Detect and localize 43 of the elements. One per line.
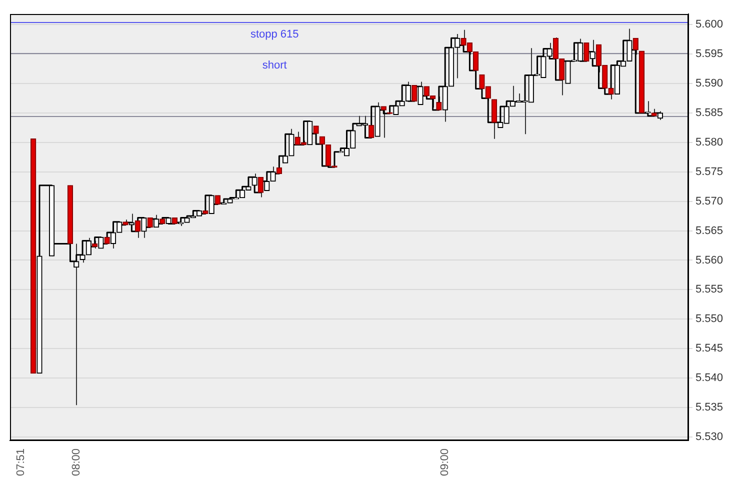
candlestick: [584, 42, 590, 62]
y-tick-label: 5.575: [695, 166, 724, 178]
candlestick: [326, 144, 332, 166]
y-tick-label: 5.585: [695, 106, 724, 119]
candlestick: [98, 236, 104, 249]
y-tick-label: 5.565: [695, 224, 724, 237]
y-tick-label: 5.555: [695, 284, 724, 296]
ref-line-label: stopp 615: [250, 28, 299, 41]
y-tick-label: 5.600: [695, 18, 724, 31]
ref-line-label: short: [262, 60, 287, 72]
y-tick-label: 5.580: [695, 136, 724, 148]
candlestick: [491, 98, 498, 140]
candlestick: [418, 81, 424, 106]
candlestick: [128, 213, 135, 226]
candlestick: [288, 128, 294, 156]
y-tick-label: 5.545: [695, 342, 724, 355]
candlestick: [147, 217, 153, 228]
y-tick-label: 5.540: [695, 372, 724, 384]
x-tick-label: 07:51: [15, 448, 28, 476]
candlestick: [141, 217, 147, 238]
x-tick-label: 08:00: [70, 448, 82, 476]
candlestick: [153, 214, 160, 228]
candlestick: [86, 237, 92, 256]
y-tick-label: 5.590: [695, 78, 724, 90]
candlestick: [380, 106, 386, 138]
candlestick: [546, 42, 552, 57]
y-tick-label: 5.595: [695, 48, 724, 60]
y-tick-label: 5.535: [695, 402, 724, 414]
y-tick-label: 5.530: [695, 430, 724, 443]
candlestick: [412, 84, 418, 102]
candlestick: [208, 194, 214, 214]
candlestick: [645, 100, 651, 114]
candlestick: [110, 232, 116, 249]
candlestick: [135, 220, 141, 238]
y-tick-label: 5.560: [695, 254, 724, 266]
candlestick: [258, 176, 264, 198]
y-tick-label: 5.570: [695, 195, 724, 208]
candlestick: [436, 96, 442, 111]
candlestick: [368, 125, 374, 138]
candlestick: [632, 38, 638, 56]
candlestick: [252, 173, 258, 186]
x-tick-label: 09:00: [439, 448, 452, 476]
y-tick-label: 5.550: [695, 313, 724, 326]
